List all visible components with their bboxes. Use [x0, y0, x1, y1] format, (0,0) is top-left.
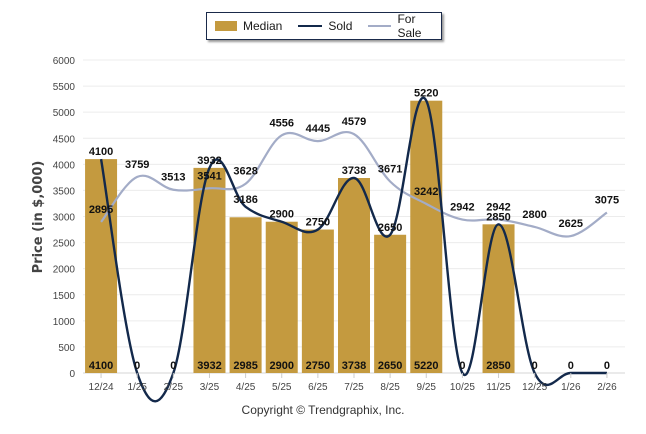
legend-item-median[interactable]: Median: [215, 19, 282, 33]
sold-line-icon: [298, 25, 323, 27]
y-tick-label: 3500: [53, 186, 76, 197]
x-tick-label: 10/25: [450, 382, 475, 393]
legend: Median Sold For Sale: [206, 12, 442, 40]
y-tick-label: 4000: [53, 160, 76, 171]
sold-label: 2900: [269, 209, 293, 221]
x-tick-label: 7/25: [344, 382, 364, 393]
median-label: 0: [568, 360, 574, 372]
median-label: 2750: [306, 360, 330, 372]
for-sale-label: 3513: [161, 172, 185, 184]
x-tick-label: 2/25: [164, 382, 184, 393]
x-tick-label: 8/25: [380, 382, 400, 393]
for-sale-label: 4579: [342, 116, 366, 128]
y-tick-label: 1000: [53, 317, 76, 328]
for-sale-line-icon: [368, 25, 392, 27]
for-sale-label: 2942: [450, 202, 474, 214]
for-sale-line: [100, 131, 608, 238]
for-sale-label: 2895: [89, 204, 113, 216]
bar-9/25: [410, 100, 443, 373]
legend-item-sold[interactable]: Sold: [298, 19, 352, 33]
y-tick-label: 6000: [53, 56, 76, 67]
sold-label: 5220: [414, 88, 438, 100]
legend-label-median: Median: [243, 19, 283, 33]
median-label: 0: [170, 360, 176, 372]
median-label: 5220: [414, 360, 438, 372]
x-tick-label: 2/26: [597, 382, 617, 393]
bar-3/25: [193, 167, 226, 373]
median-label: 2900: [269, 360, 293, 372]
legend-item-for-sale[interactable]: For Sale: [368, 12, 441, 40]
sold-label: 2650: [378, 222, 402, 234]
data-labels: 2895 3759 3513 3541 3628 4556 4445 4579 3671 3242…: [89, 88, 619, 372]
sold-line: [99, 96, 607, 403]
y-tick-label: 1500: [53, 291, 76, 302]
y-tick-label: 5500: [53, 82, 76, 93]
for-sale-label: 3628: [233, 166, 257, 178]
bar-12/24: [85, 159, 118, 373]
x-tick-label: 9/25: [417, 382, 437, 393]
y-tick-label: 2000: [53, 265, 76, 276]
for-sale-label: 3759: [125, 159, 149, 171]
median-label: 0: [459, 360, 465, 372]
for-sale-label: 3541: [197, 170, 221, 182]
median-label: 0: [604, 360, 610, 372]
x-tick-label: 12/25: [522, 382, 547, 393]
bar-8/25: [374, 234, 407, 373]
x-tick-label: 1/25: [127, 382, 147, 393]
y-tick-label: 4500: [53, 134, 76, 145]
sold-label: 3186: [233, 194, 257, 206]
x-tick-label: 4/25: [236, 382, 256, 393]
median-label: 3738: [342, 360, 366, 372]
sold-label: 2850: [486, 211, 510, 223]
for-sale-label: 3075: [595, 195, 619, 207]
median-label: 0: [532, 360, 538, 372]
median-bars: [85, 100, 515, 373]
for-sale-label: 2942: [486, 202, 510, 214]
median-swatch-icon: [215, 21, 237, 31]
sold-label: 4100: [89, 146, 113, 158]
series-lines: [99, 96, 608, 403]
for-sale-label: 4445: [306, 123, 330, 135]
x-tick-label: 12/24: [89, 382, 114, 393]
sold-label: 3738: [342, 165, 366, 177]
bar-7/25: [338, 178, 370, 373]
y-axis-ticks: 0 500 1000 1500 2000 2500 3000 3500 4000 4500 5000…: [53, 56, 76, 380]
median-label: 4100: [89, 360, 113, 372]
y-axis-label: Price (in $,000): [31, 161, 46, 274]
for-sale-label: 2800: [522, 209, 546, 221]
legend-label-for-sale: For Sale: [397, 12, 422, 40]
x-tick-label: 1/26: [561, 382, 581, 393]
median-label: 2985: [233, 360, 257, 372]
x-tick-label: 3/25: [200, 382, 220, 393]
median-label: 2850: [486, 360, 510, 372]
sold-label: 2750: [306, 217, 330, 229]
copyright: Copyright © Trendgraphix, Inc.: [241, 403, 405, 417]
median-label: 2650: [378, 360, 402, 372]
sold-label: 3932: [197, 155, 221, 167]
y-tick-label: 0: [69, 369, 75, 380]
bar-6/25: [301, 229, 334, 373]
for-sale-label: 2625: [559, 218, 583, 230]
y-tick-label: 3000: [53, 213, 76, 224]
x-tick-label: 11/25: [486, 382, 511, 393]
y-tick-label: 500: [58, 343, 75, 354]
median-label: 3932: [197, 360, 221, 372]
for-sale-label: 3242: [414, 186, 438, 198]
for-sale-label: 3671: [378, 163, 402, 175]
bar-5/25: [265, 221, 298, 373]
x-axis-ticks: 12/24 1/25 2/25 3/25 4/25 5/25 6/25 7/25 8/25 9/2…: [89, 373, 617, 393]
for-sale-label: 4556: [269, 117, 293, 129]
median-label: 0: [134, 360, 140, 372]
x-tick-label: 5/25: [272, 382, 292, 393]
x-tick-label: 6/25: [308, 382, 328, 393]
y-tick-label: 2500: [53, 239, 76, 250]
legend-label-sold: Sold: [328, 19, 353, 33]
bar-4/25: [229, 217, 262, 373]
y-tick-label: 5000: [53, 108, 76, 119]
